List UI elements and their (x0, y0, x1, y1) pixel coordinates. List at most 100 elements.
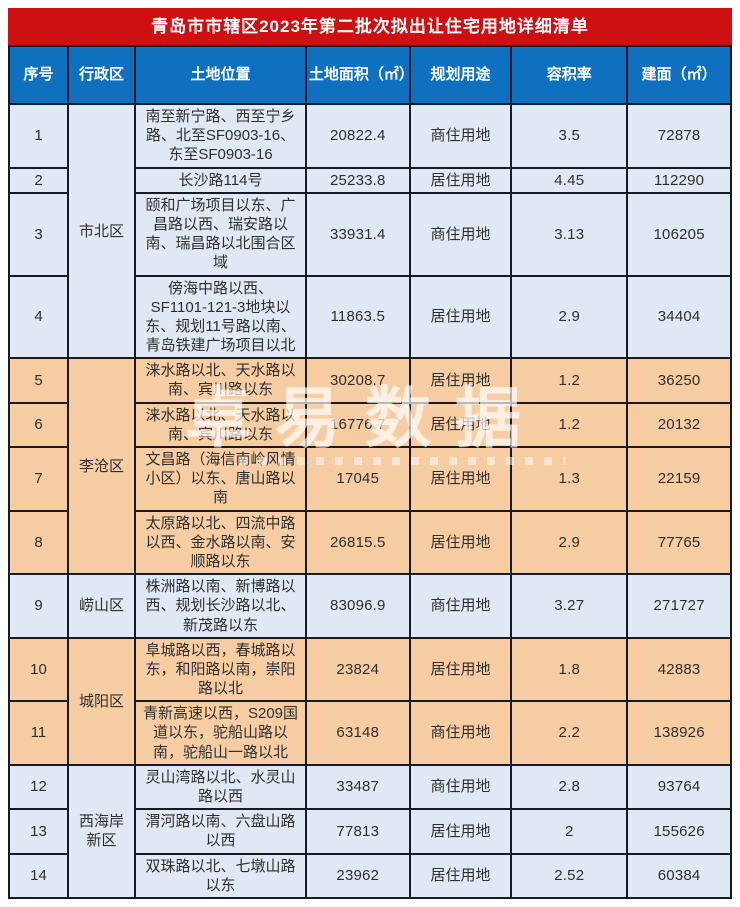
cell-location: 灵山湾路以北、水灵山路以西 (134, 763, 307, 811)
cell-area: 30208.7 (304, 357, 411, 404)
cell-far: 2.2 (510, 700, 629, 766)
cell-use: 居住用地 (408, 852, 513, 899)
cell-use: 商住用地 (408, 103, 513, 169)
cell-gfa: 20132 (626, 401, 732, 449)
cell-no: 11 (8, 700, 69, 766)
cell-use: 商住用地 (408, 191, 513, 277)
cell-gfa: 72878 (626, 103, 732, 169)
cell-area: 25233.8 (304, 166, 411, 194)
cell-location: 青新高速以西，S209国道以东，驼船山路以南，驼船山一路以北 (134, 700, 307, 766)
cell-no: 6 (8, 401, 69, 449)
cell-area: 33487 (304, 763, 411, 811)
cell-no: 12 (8, 763, 69, 811)
cell-gfa: 36250 (626, 357, 732, 404)
cell-far: 1.8 (510, 636, 629, 703)
cell-gfa: 42883 (626, 636, 732, 703)
cell-gfa: 60384 (626, 852, 732, 899)
table-row: 3 颐和广场项目以东、广昌路以西、瑞安路以南、瑞昌路以北围合区域 33931.4… (8, 191, 732, 277)
cell-area: 26815.5 (304, 509, 411, 576)
cell-no: 8 (8, 509, 69, 576)
cell-location: 阜城路以西，春城路以东，和阳路以南，崇阳路以北 (134, 636, 307, 703)
cell-no: 4 (8, 274, 69, 360)
table-row: 7 文昌路（海信南岭风情小区）以东、唐山路以南 17045 居住用地 1.3 2… (8, 446, 732, 512)
cell-location: 双珠路以北、七墩山路以东 (134, 852, 307, 899)
cell-gfa: 34404 (626, 274, 732, 360)
cell-area: 83096.9 (304, 573, 411, 639)
cell-area: 17045 (304, 446, 411, 512)
cell-location: 太原路以北、四流中路以西、金水路以南、安顺路以东 (134, 509, 307, 576)
table-row: 8 太原路以北、四流中路以西、金水路以南、安顺路以东 26815.5 居住用地 … (8, 509, 732, 576)
cell-use: 商住用地 (408, 700, 513, 766)
table-row: 1 市北区 南至新宁路、西至宁乡路、北至SF0903-16、东至SF0903-1… (8, 102, 732, 360)
table-row: 4 傍海中路以西、SF1101-121-3地块以东、规划11号路以南、青岛铁建广… (8, 274, 732, 360)
cell-use: 居住用地 (408, 166, 513, 194)
header-cell-far: 容积率 (510, 45, 629, 105)
cell-gfa: 271727 (626, 573, 732, 639)
cell-location: 傍海中路以西、SF1101-121-3地块以东、规划11号路以南、青岛铁建广场项… (134, 274, 307, 360)
cell-location: 株洲路以南、新博路以西、规划长沙路以北、新茂路以东 (134, 573, 307, 639)
cell-no: 2 (8, 166, 69, 194)
cell-area: 23824 (304, 636, 411, 703)
cell-district: 市北区 (66, 102, 137, 360)
cell-use: 居住用地 (408, 808, 513, 855)
cell-use: 居住用地 (408, 401, 513, 449)
cell-area: 11863.5 (304, 274, 411, 360)
cell-far: 4.45 (510, 166, 629, 194)
cell-far: 1.2 (510, 401, 629, 449)
cell-district: 李沧区 (66, 357, 137, 576)
cell-far: 2 (510, 808, 629, 855)
cell-district: 崂山区 (66, 573, 137, 639)
cell-no: 13 (8, 808, 69, 855)
header-cell-location: 土地位置 (134, 45, 307, 105)
cell-far: 3.27 (510, 573, 629, 639)
cell-gfa: 22159 (626, 446, 732, 512)
table-row: 5 李沧区 涞水路以北、天水路以南、宾川路以东 30208.7 居住用地 1.2… (8, 357, 732, 576)
cell-use: 商住用地 (408, 573, 513, 639)
cell-far: 2.52 (510, 852, 629, 899)
header-cell-no: 序号 (8, 45, 69, 105)
cell-gfa: 112290 (626, 166, 732, 194)
cell-gfa: 106205 (626, 191, 732, 277)
table-row: 12 西海岸新区 灵山湾路以北、水灵山路以西 33487 商住用地 2.8 93… (8, 763, 732, 899)
cell-use: 居住用地 (408, 357, 513, 404)
cell-area: 20822.4 (304, 103, 411, 169)
cell-area: 33931.4 (304, 191, 411, 277)
cell-far: 1.3 (510, 446, 629, 512)
cell-gfa: 155626 (626, 808, 732, 855)
cell-no: 5 (8, 357, 69, 404)
cell-use: 商住用地 (408, 763, 513, 811)
cell-location: 涞水路以北、天水路以南、宾川路以东 (134, 401, 307, 449)
cell-district: 西海岸新区 (66, 763, 137, 899)
cell-no: 10 (8, 636, 69, 703)
cell-area: 23962 (304, 852, 411, 899)
cell-no: 14 (8, 852, 69, 899)
cell-no: 9 (8, 573, 69, 639)
table-row: 10 城阳区 阜城路以西，春城路以东，和阳路以南，崇阳路以北 23824 居住用… (8, 636, 732, 766)
header-row: 序号 行政区 土地位置 土地面积（㎡） 规划用途 容积率 建面（㎡） (8, 45, 732, 105)
cell-location: 南至新宁路、西至宁乡路、北至SF0903-16、东至SF0903-16 (134, 103, 307, 169)
cell-far: 2.8 (510, 763, 629, 811)
cell-area: 16776.7 (304, 401, 411, 449)
header-cell-gfa: 建面（㎡） (626, 45, 732, 105)
cell-far: 3.5 (510, 103, 629, 169)
cell-gfa: 77765 (626, 509, 732, 576)
cell-gfa: 93764 (626, 763, 732, 811)
cell-gfa: 138926 (626, 700, 732, 766)
cell-far: 1.2 (510, 357, 629, 404)
cell-no: 1 (8, 103, 69, 169)
cell-use: 居住用地 (408, 636, 513, 703)
table-row: 11 青新高速以西，S209国道以东，驼船山路以南，驼船山一路以北 63148 … (8, 700, 732, 766)
page-title: 青岛市市辖区2023年第二批次拟出让住宅用地详细清单 (8, 8, 732, 45)
cell-location: 渭河路以南、六盘山路以西 (134, 808, 307, 855)
cell-no: 7 (8, 446, 69, 512)
header-cell-area: 土地面积（㎡） (304, 45, 414, 105)
cell-location: 颐和广场项目以东、广昌路以西、瑞安路以南、瑞昌路以北围合区域 (134, 191, 307, 277)
cell-use: 居住用地 (408, 274, 513, 360)
cell-far: 2.9 (510, 274, 629, 360)
cell-use: 居住用地 (408, 446, 513, 512)
table-row: 9 崂山区 株洲路以南、新博路以西、规划长沙路以北、新茂路以东 83096.9 … (8, 573, 732, 639)
cell-district: 城阳区 (66, 636, 137, 766)
cell-location: 文昌路（海信南岭风情小区）以东、唐山路以南 (134, 446, 307, 512)
cell-area: 77813 (304, 808, 411, 855)
cell-location: 涞水路以北、天水路以南、宾川路以东 (134, 357, 307, 404)
